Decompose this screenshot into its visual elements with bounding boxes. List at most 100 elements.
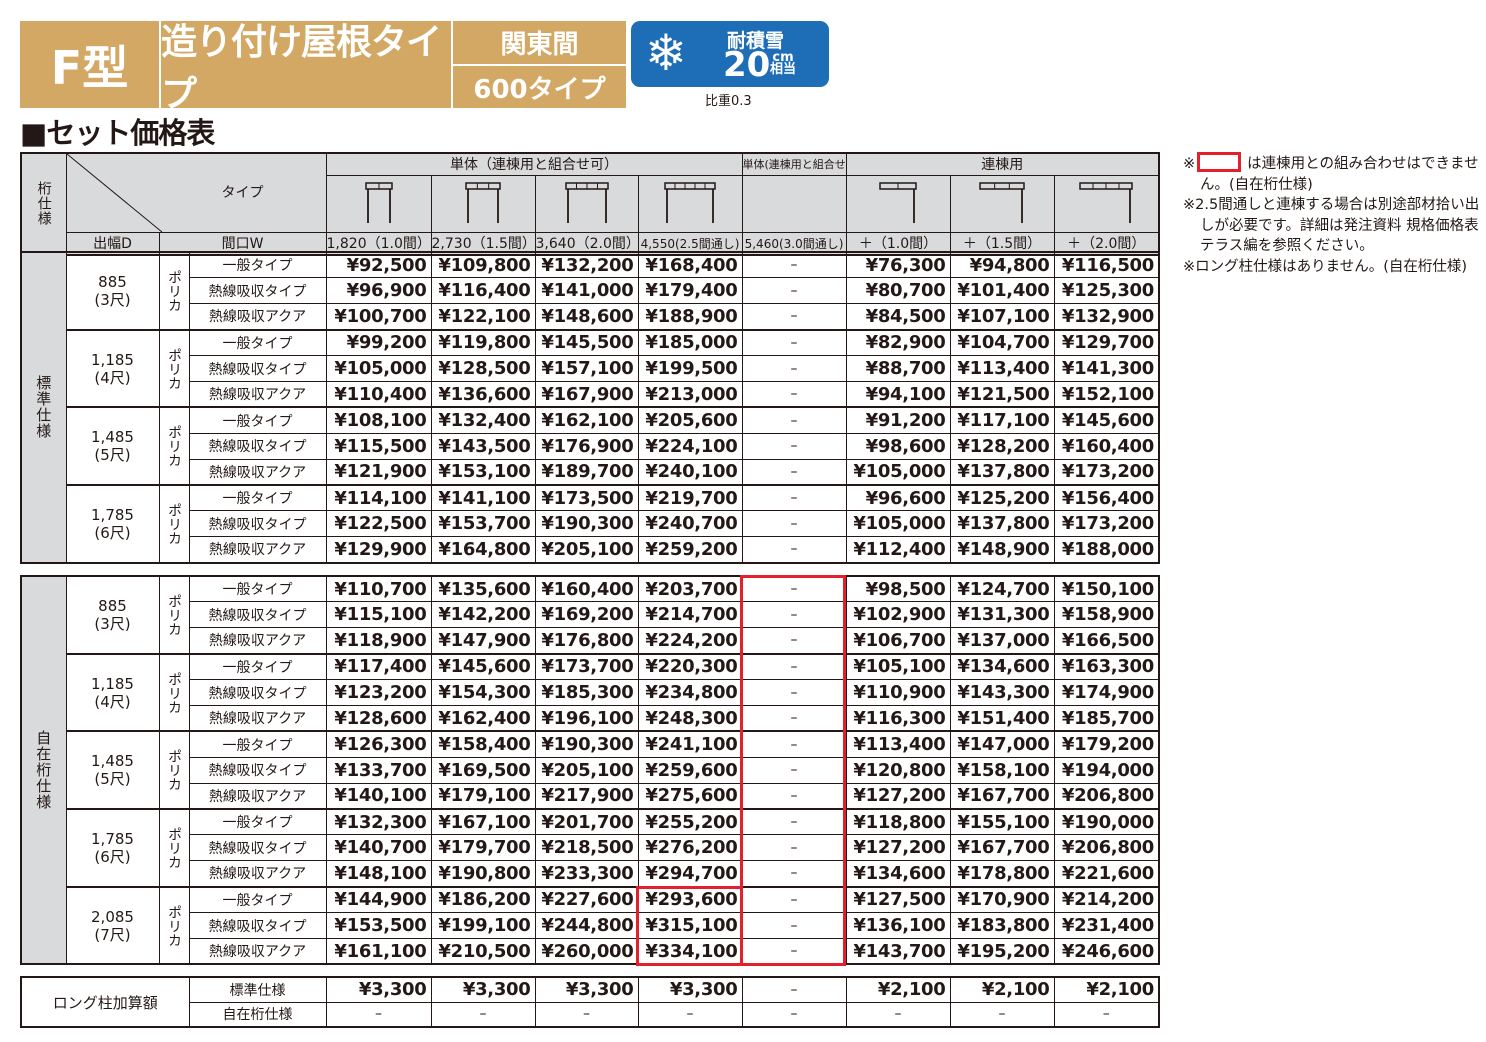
price-cell: ¥219,700 xyxy=(637,484,743,512)
depth-cell: 1,185 (4尺) xyxy=(65,652,160,732)
price-cell: ¥110,400 xyxy=(325,380,432,408)
note-1-text: は連棟用との組み合わせはできません。(自在桁仕様) xyxy=(1200,156,1479,193)
snow-load-label: 耐積雪 xyxy=(727,30,785,52)
price-cell: ¥101,400 xyxy=(949,277,1055,305)
price-cell: ¥117,100 xyxy=(949,406,1055,434)
price-cell: ¥145,500 xyxy=(534,328,639,357)
snowflake-icon: ❄ xyxy=(645,24,687,82)
price-cell: ¥188,000 xyxy=(1053,536,1160,564)
price-cell: ¥173,500 xyxy=(534,484,639,512)
price-cell: ¥88,700 xyxy=(845,355,951,382)
price-cell: ¥153,700 xyxy=(430,510,536,538)
price-cell: ¥153,100 xyxy=(430,458,536,486)
depth-value: 885 xyxy=(98,596,127,615)
panel-type: 熱線吸収アクア xyxy=(188,458,327,486)
price-cell: ¥105,000 xyxy=(325,355,432,382)
price-cell: ¥260,000 xyxy=(534,937,639,965)
price-cell: ¥275,600 xyxy=(637,782,743,810)
table-row: 熱線吸収タイプ ¥115,500 ¥143,500 ¥176,900 ¥224,100–… xyxy=(21,432,1160,460)
price-cell: ¥173,700 xyxy=(534,652,639,681)
note-3: ※ロング柱仕様はありません。(自在桁仕様) xyxy=(1183,258,1468,275)
price-cell: – xyxy=(741,912,847,939)
price-cell: ¥170,900 xyxy=(949,885,1055,914)
price-cell: ¥185,700 xyxy=(1053,704,1160,732)
header-row-groups: 桁仕様 タイプ 単体（連棟用と組合せ可）単体(連棟用と組合せ不可)連棟用 xyxy=(20,152,1160,255)
price-cell: ¥102,900 xyxy=(845,601,951,629)
price-cell: ¥160,400 xyxy=(534,575,639,603)
empty-icon-cell xyxy=(741,174,847,234)
notes: ※ は連棟用との組み合わせはできません。(自在桁仕様) ※2.5間通しと連棟する場… xyxy=(1183,152,1483,277)
table-row: 熱線吸収アクア ¥100,700 ¥122,100 ¥148,600 ¥188,900–… xyxy=(21,303,1160,331)
group-single-nc-header: 単体(連棟用と組合せ不可) xyxy=(741,152,847,176)
width-header: 間口W xyxy=(158,232,327,255)
depth-value: 2,085 xyxy=(91,907,134,926)
price-cell: ¥315,100 xyxy=(637,912,743,939)
price-cell: ¥140,700 xyxy=(325,834,432,862)
price-cell: ¥147,000 xyxy=(949,730,1055,758)
group-single-header: 単体（連棟用と組合せ可） xyxy=(325,152,743,176)
group-linked-header: 連棟用 xyxy=(845,152,1160,176)
price-cell: ¥213,000 xyxy=(637,380,743,408)
note-2: ※2.5間通しと連棟する場合は別途部材拾い出しが必要です。詳細は発注資料 規格価… xyxy=(1183,197,1480,254)
material-cell: ポリカ xyxy=(158,730,190,810)
price-cell: ¥84,500 xyxy=(845,303,951,331)
panel-type: 一般タイプ xyxy=(188,328,327,357)
price-cell: ¥128,500 xyxy=(430,355,536,382)
price-cell: ¥114,100 xyxy=(325,484,432,512)
price-cell: ¥129,900 xyxy=(325,536,432,564)
price-cell: ¥98,500 xyxy=(845,575,951,603)
price-cell: ¥185,300 xyxy=(534,679,639,706)
price-cell: ¥195,200 xyxy=(949,937,1055,965)
depth-shaku: (7尺) xyxy=(94,925,131,944)
price-cell: ¥134,600 xyxy=(949,652,1055,681)
price-cell: ¥174,900 xyxy=(1053,679,1160,706)
material-cell: ポリカ xyxy=(158,885,190,965)
depth-value: 885 xyxy=(98,272,127,291)
price-cell: ¥131,300 xyxy=(949,601,1055,629)
depth-value: 1,485 xyxy=(91,428,134,447)
type-header: タイプ xyxy=(221,185,264,201)
panel-type: 熱線吸収タイプ xyxy=(188,679,327,706)
price-cell: – xyxy=(741,627,847,655)
table-row: 熱線吸収タイプ ¥140,700 ¥179,700 ¥218,500 ¥276,200–… xyxy=(21,834,1160,862)
panel-type: 一般タイプ xyxy=(188,406,327,434)
table-row: 1,785 (6尺) ポリカ 一般タイプ ¥114,100 ¥141,100 ¥173,50… xyxy=(21,484,1160,564)
price-cell: ¥224,100 xyxy=(637,432,743,460)
price-cell: ¥105,000 xyxy=(845,510,951,538)
price-cell: ¥194,000 xyxy=(1053,756,1160,784)
price-cell: ¥241,100 xyxy=(637,730,743,758)
price-table-header: 桁仕様 タイプ 単体（連棟用と組合せ可）単体(連棟用と組合せ不可)連棟用出幅D間口W… xyxy=(20,152,1161,256)
roof-icon xyxy=(430,174,536,234)
price-cell: ¥206,800 xyxy=(1053,834,1160,862)
price-cell: ¥143,700 xyxy=(845,937,951,965)
price-cell: ¥106,700 xyxy=(845,627,951,655)
price-cell: ¥132,200 xyxy=(534,251,639,279)
material-cell: ポリカ xyxy=(158,328,190,408)
long-post-price: ¥2,100 xyxy=(845,976,951,1003)
price-cell: – xyxy=(741,510,847,538)
price-cell: ¥156,400 xyxy=(1053,484,1160,512)
red-box-legend xyxy=(1197,152,1242,172)
roof-icon xyxy=(534,174,639,234)
long-post-price: – xyxy=(1053,1001,1160,1028)
price-cell: ¥137,000 xyxy=(949,627,1055,655)
material-cell: ポリカ xyxy=(158,652,190,732)
long-post-price: ¥3,300 xyxy=(430,976,536,1003)
price-cell: ¥157,100 xyxy=(534,355,639,382)
price-cell: ¥142,200 xyxy=(430,601,536,629)
price-cell: – xyxy=(741,484,847,512)
price-cell: ¥179,700 xyxy=(430,834,536,862)
table-row: 2,085 (7尺) ポリカ 一般タイプ ¥144,900 ¥186,200 ¥227,60… xyxy=(21,885,1160,965)
header-row-widths: 出幅D 間口W 1,820（1.0間） 2,730（1.5間） 3,640（2.0間） 4… xyxy=(21,232,1160,255)
specific-gravity: 比重0.3 xyxy=(705,94,752,109)
depth-shaku: (3尺) xyxy=(94,614,131,633)
price-cell: ¥255,200 xyxy=(637,808,743,836)
long-post-price: – xyxy=(325,1001,432,1028)
price-cell: ¥122,500 xyxy=(325,510,432,538)
price-cell: ¥240,700 xyxy=(637,510,743,538)
linked-roof-icon xyxy=(845,174,951,234)
table-row: 熱線吸収アクア ¥129,900 ¥164,800 ¥205,100 ¥259,200–… xyxy=(21,536,1160,564)
price-cell: ¥190,300 xyxy=(534,730,639,758)
depth-shaku: (5尺) xyxy=(94,770,131,789)
depth-value: 1,785 xyxy=(91,505,134,524)
